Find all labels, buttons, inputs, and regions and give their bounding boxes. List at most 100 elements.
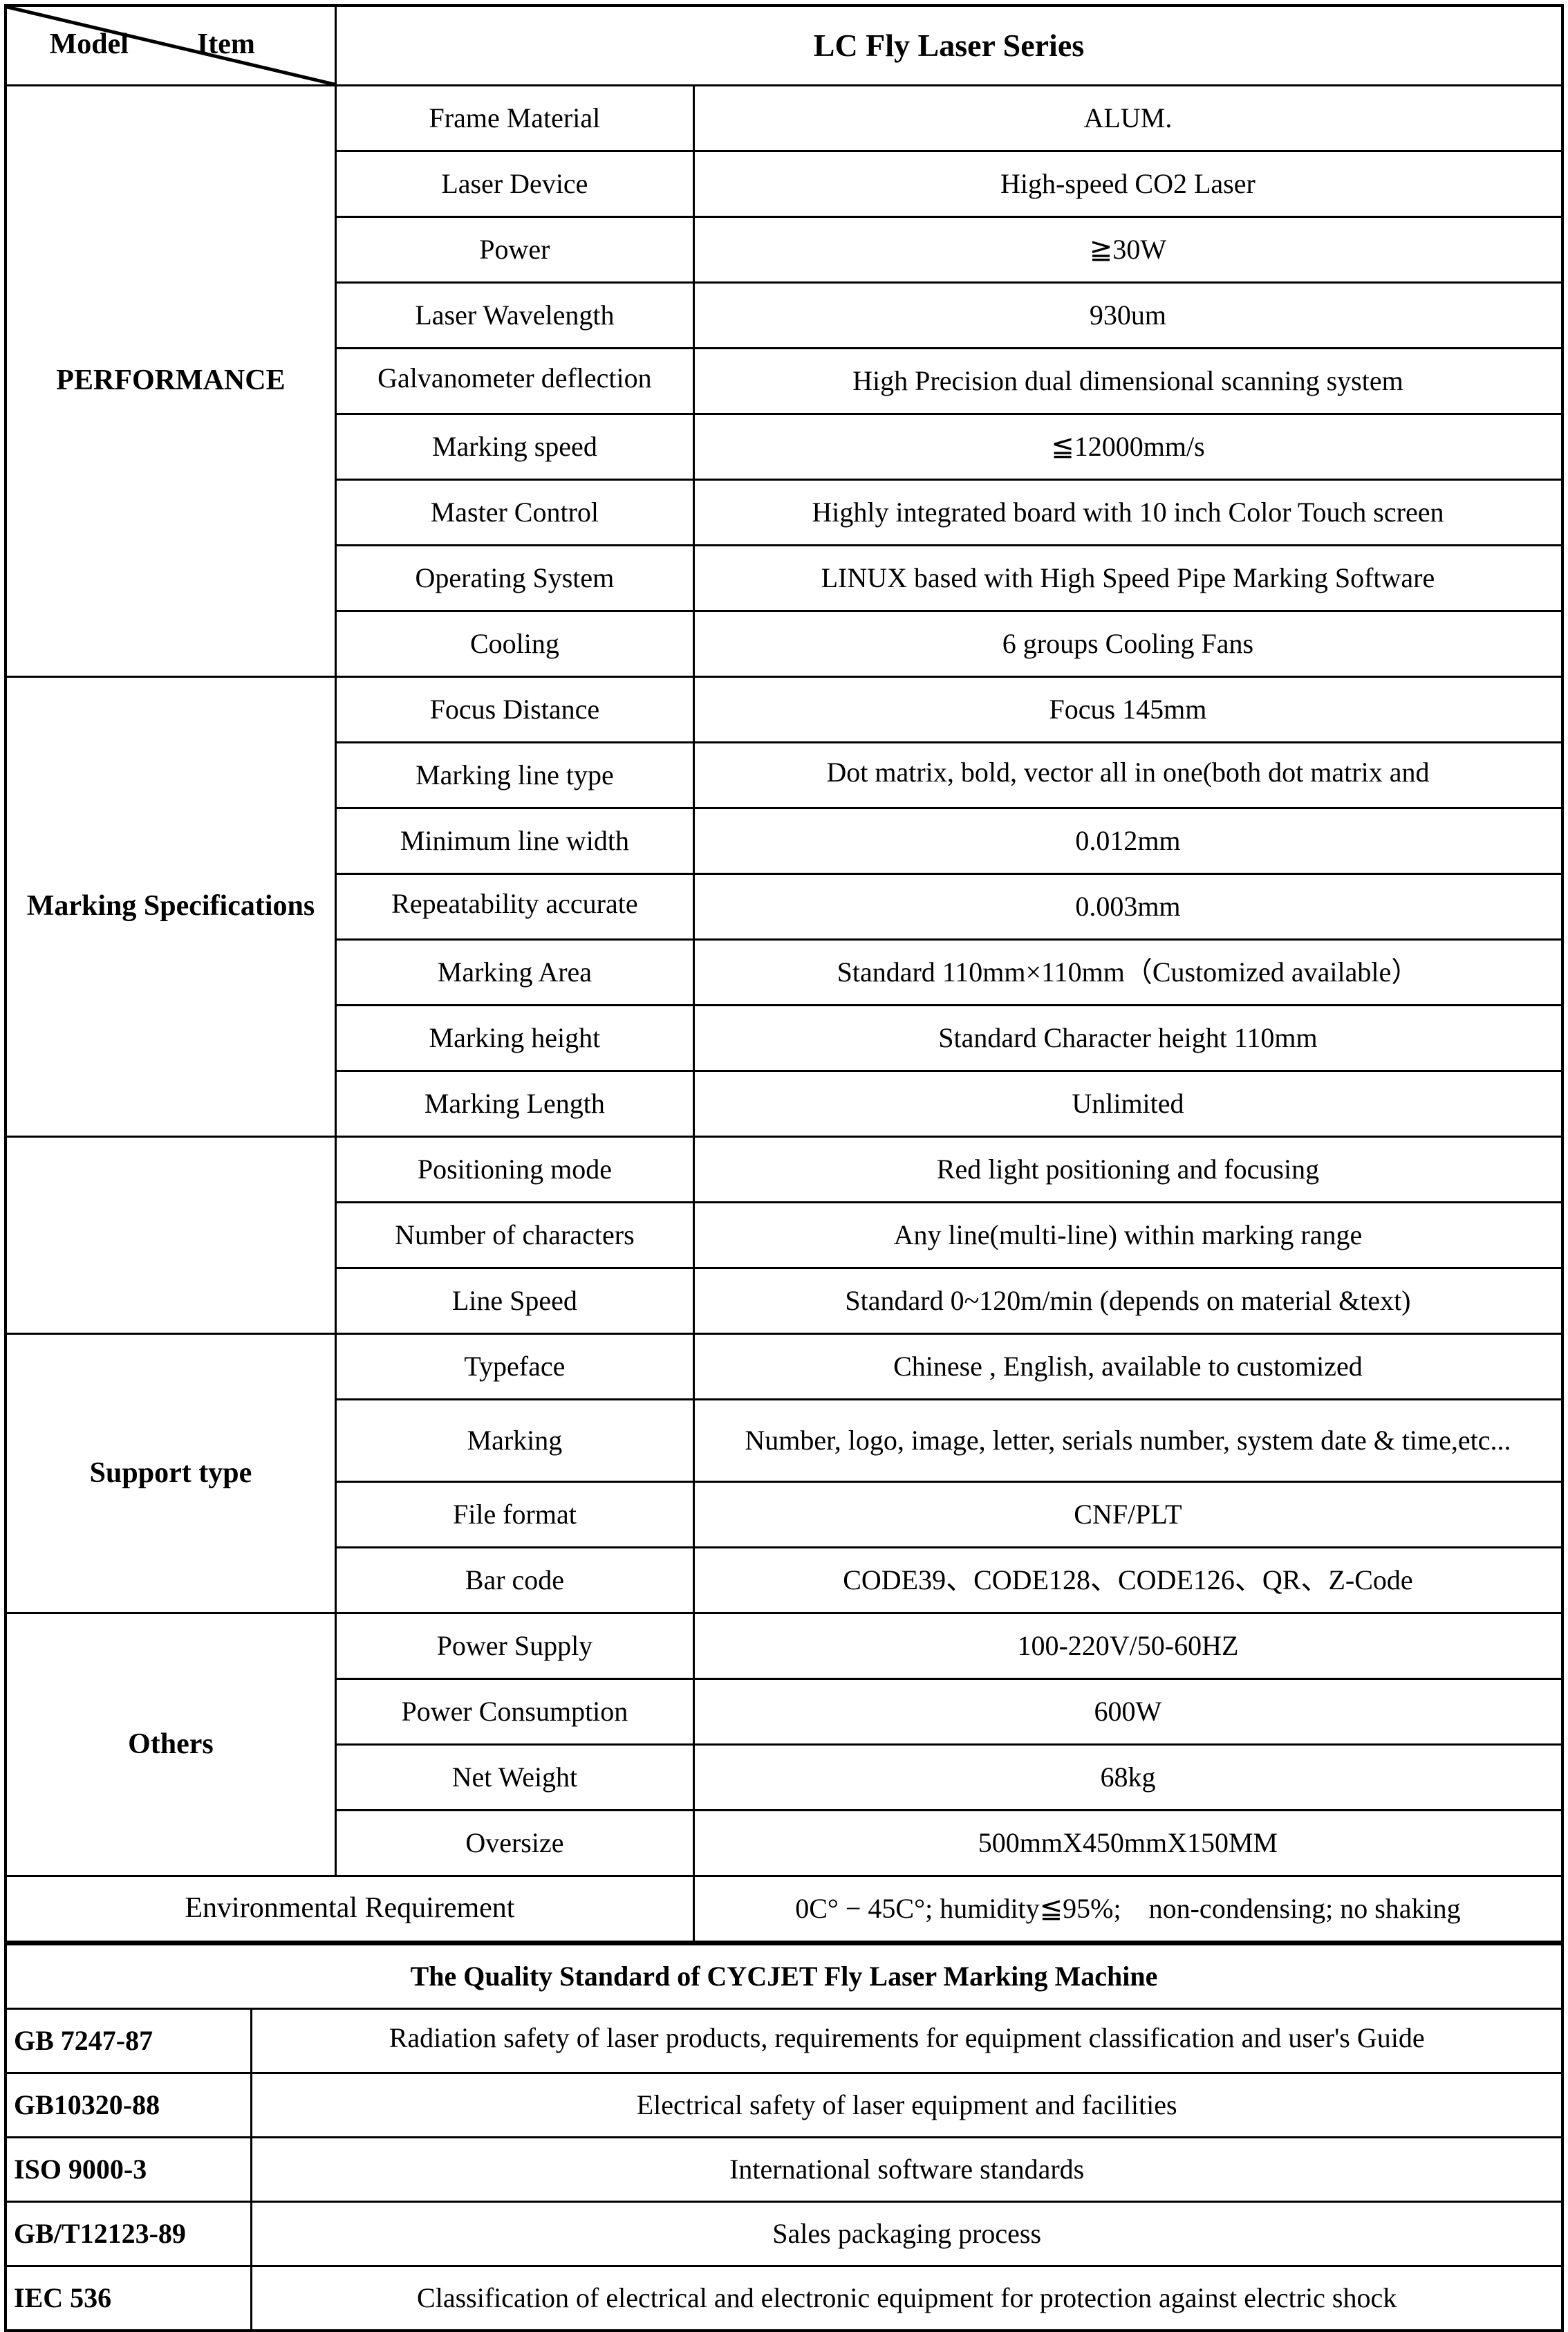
- row-item-label: Marking height: [334, 1004, 695, 1072]
- row-item-label: Net Weight: [334, 1743, 695, 1811]
- row-item-label: Marking line type: [334, 741, 695, 809]
- table-row: Master Control Highly integrated board wi…: [6, 479, 1564, 546]
- row-item-label: Power: [334, 216, 695, 284]
- quality-standard-row: ISO 9000-3 International software standar…: [4, 2136, 1564, 2203]
- row-item-value: 0.012mm: [692, 807, 1564, 875]
- row-item-value: High Precision dual dimensional scanning…: [692, 347, 1564, 415]
- standard-description: International software standards: [250, 2136, 1564, 2203]
- row-item-value: 100-220V/50-60HZ: [692, 1612, 1564, 1680]
- row-item-value: Standard Character height 110mm: [692, 1004, 1564, 1072]
- group-label-performance: PERFORMANCE: [4, 84, 337, 678]
- table-row: Marking Area Standard 110mm×110mm（Customi…: [6, 938, 1564, 1006]
- table-row: Others Power Supply 100-220V/50-60HZ: [4, 1612, 1564, 1877]
- row-item-value: 6 groups Cooling Fans: [692, 610, 1564, 678]
- row-item-label: Laser Wavelength: [334, 281, 695, 349]
- table-row: Marking height Standard Character height …: [6, 1004, 1564, 1072]
- environmental-requirement-row: Environmental Requirement 0C° − 45C°; hum…: [4, 1875, 1564, 1943]
- table-row: Marking Number, logo, image, letter, seri…: [6, 1398, 1564, 1483]
- row-item-label: Marking speed: [334, 413, 695, 481]
- row-item-value: Chinese , English, available to customiz…: [692, 1333, 1564, 1400]
- row-item-value: ≧30W: [692, 216, 1564, 284]
- group-label-unnamed-2: [4, 1136, 337, 1335]
- table-row: Operating System LINUX based with High Sp…: [6, 544, 1564, 612]
- standard-code: GB/T12123-89: [4, 2201, 253, 2267]
- row-item-label: Positioning mode: [334, 1136, 695, 1203]
- row-item-label: Minimum line width: [334, 807, 695, 875]
- standard-description: Sales packaging process: [250, 2201, 1564, 2267]
- table-row: Laser Wavelength 930um: [6, 281, 1564, 349]
- row-item-value: ALUM.: [692, 84, 1564, 152]
- standard-description: Radiation safety of laser products, requ…: [250, 2008, 1564, 2074]
- table-row: Bar code CODE39、CODE128、CODE126、QR、Z-Code: [6, 1546, 1564, 1614]
- row-item-label: Repeatability accurate positioning: [334, 873, 695, 941]
- row-item-value: 600W: [692, 1678, 1564, 1746]
- row-item-label: Power Supply: [334, 1612, 695, 1680]
- row-item-value: 68kg: [692, 1743, 1564, 1811]
- row-item-value: Number, logo, image, letter, serials num…: [692, 1398, 1564, 1483]
- row-item-label: Focus Distance: [334, 676, 695, 743]
- table-row: Minimum line width 0.012mm: [6, 807, 1564, 875]
- row-item-value: ≦12000mm/s: [692, 413, 1564, 481]
- row-item-value: Any line(multi-line) within marking rang…: [692, 1201, 1564, 1269]
- quality-standard-table: The Quality Standard of CYCJET Fly Laser…: [4, 1943, 1564, 2332]
- table-row: Positioning mode Red light positioning an…: [4, 1136, 1564, 1335]
- row-item-label: Cooling: [334, 610, 695, 678]
- row-item-label: Marking: [334, 1398, 695, 1483]
- row-item-label: Operating System: [334, 544, 695, 612]
- table-row: Number of characters Any line(multi-line)…: [6, 1201, 1564, 1269]
- row-item-value: 500mmX450mmX150MM: [692, 1809, 1564, 1877]
- row-item-value: CNF/PLT: [692, 1481, 1564, 1548]
- header-column-label: Item: [196, 28, 255, 61]
- row-item-label: File format: [334, 1481, 695, 1548]
- quality-standard-title-row: The Quality Standard of CYCJET Fly Laser…: [4, 1943, 1564, 2010]
- table-row: Repeatability accurate positioning0.003m…: [6, 873, 1564, 941]
- table-row: Cooling 6 groups Cooling Fans: [6, 610, 1564, 678]
- header-row-label: Model: [49, 28, 129, 61]
- row-item-value: CODE39、CODE128、CODE126、QR、Z-Code: [692, 1546, 1564, 1614]
- standard-description: Classification of electrical and electro…: [250, 2265, 1564, 2332]
- group-label-marking-specifications: Marking Specifications: [4, 676, 337, 1138]
- table-row: Support type Typeface Chinese , English, a…: [4, 1333, 1564, 1614]
- table-row: Oversize 500mmX450mmX150MM: [6, 1809, 1564, 1877]
- row-item-value: Dot matrix, bold, vector all in one(both…: [692, 741, 1564, 809]
- table-row: Laser Device High-speed CO2 Laser: [6, 150, 1564, 218]
- table-row: Marking speed ≦12000mm/s: [6, 413, 1564, 481]
- table-row: Marking Length Unlimited: [6, 1070, 1564, 1138]
- standard-description: Electrical safety of laser equipment and…: [250, 2072, 1564, 2138]
- quality-standard-row: GB10320-88 Electrical safety of laser equ…: [4, 2072, 1564, 2138]
- standard-code: IEC 536: [4, 2265, 253, 2332]
- table-row: Power Consumption 600W: [6, 1678, 1564, 1746]
- row-item-label: Master Control: [334, 479, 695, 546]
- table-row: Line Speed Standard 0~120m/min (depends o…: [6, 1267, 1564, 1335]
- row-item-value: Standard 0~120m/min (depends on material…: [692, 1267, 1564, 1335]
- row-item-label: Bar code: [334, 1546, 695, 1614]
- quality-standard-row: GB 7247-87 Radiation safety of laser prod…: [4, 2008, 1564, 2074]
- environmental-requirement-value: 0C° − 45C°; humidity≦95%; non-condensing…: [692, 1875, 1564, 1943]
- table-header-row: Model Item LC Fly Laser Series: [4, 4, 1564, 86]
- row-item-label: Line Speed: [334, 1267, 695, 1335]
- standard-code: GB10320-88: [4, 2072, 253, 2138]
- row-item-value: Focus 145mm: [692, 676, 1564, 743]
- row-item-label: Marking Length: [334, 1070, 695, 1138]
- quality-standard-row: GB/T12123-89 Sales packaging process: [4, 2201, 1564, 2267]
- header-diagonal-cell: Model Item: [4, 4, 337, 86]
- row-item-label: Number of characters: [334, 1201, 695, 1269]
- row-item-value: High-speed CO2 Laser: [692, 150, 1564, 218]
- row-item-label: Oversize: [334, 1809, 695, 1877]
- group-label-others: Others: [4, 1612, 337, 1877]
- table-row: Marking line type Dot matrix, bold, vecto…: [6, 741, 1564, 809]
- environmental-requirement-label: Environmental Requirement: [4, 1875, 695, 1943]
- row-item-label: Marking Area: [334, 938, 695, 1006]
- row-item-value: 930um: [692, 281, 1564, 349]
- table-row: File format CNF/PLT: [6, 1481, 1564, 1548]
- row-item-label: Typeface: [334, 1333, 695, 1400]
- table-row: PERFORMANCE Frame Material ALUM.: [4, 84, 1564, 678]
- table-row: Net Weight 68kg: [6, 1743, 1564, 1811]
- group-label-support-type: Support type: [4, 1333, 337, 1614]
- row-item-value: Highly integrated board with 10 inch Col…: [692, 479, 1564, 546]
- quality-standard-title: The Quality Standard of CYCJET Fly Laser…: [4, 1943, 1564, 2010]
- standard-code: ISO 9000-3: [4, 2136, 253, 2203]
- table-row: Galvanometer deflection High Precision du…: [6, 347, 1564, 415]
- row-item-label: Galvanometer deflection: [334, 347, 695, 415]
